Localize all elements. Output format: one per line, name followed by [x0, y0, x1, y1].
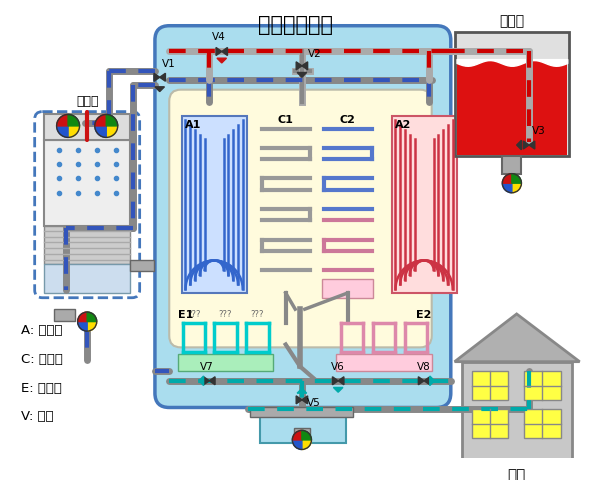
Polygon shape: [209, 377, 215, 385]
Polygon shape: [296, 63, 302, 71]
Polygon shape: [203, 377, 209, 385]
Text: C1: C1: [278, 115, 293, 125]
Polygon shape: [68, 127, 80, 138]
Text: ???: ???: [187, 309, 200, 318]
Bar: [44, 265, 130, 293]
Bar: [524, 409, 560, 438]
Polygon shape: [68, 115, 80, 127]
Polygon shape: [160, 74, 166, 82]
Polygon shape: [87, 322, 97, 332]
Bar: [322, 279, 373, 298]
Polygon shape: [292, 431, 302, 440]
Text: V3: V3: [532, 126, 545, 136]
Polygon shape: [418, 377, 424, 385]
Text: 房间: 房间: [508, 467, 526, 480]
Bar: [178, 354, 273, 372]
Polygon shape: [199, 376, 203, 386]
Bar: [250, 408, 353, 417]
Polygon shape: [155, 88, 164, 92]
Text: V7: V7: [200, 361, 214, 372]
Text: E: 蒸发器: E: 蒸发器: [22, 381, 62, 394]
Text: V1: V1: [161, 59, 175, 69]
Text: 吸附式冷水机: 吸附式冷水机: [258, 15, 333, 35]
Text: A2: A2: [394, 120, 411, 130]
Bar: [502, 157, 521, 174]
Polygon shape: [292, 440, 302, 450]
Polygon shape: [217, 59, 227, 64]
Text: V5: V5: [307, 397, 320, 407]
Bar: [44, 114, 130, 141]
Polygon shape: [529, 142, 535, 150]
Polygon shape: [430, 376, 434, 386]
Polygon shape: [512, 184, 521, 193]
Text: V4: V4: [212, 32, 226, 42]
Text: V6: V6: [331, 361, 345, 372]
Polygon shape: [106, 115, 118, 127]
Text: V: 阀门: V: 阀门: [22, 409, 54, 422]
Bar: [130, 260, 154, 272]
Polygon shape: [297, 389, 307, 393]
Bar: [392, 117, 457, 293]
Polygon shape: [56, 127, 68, 138]
Polygon shape: [216, 48, 222, 56]
Polygon shape: [302, 396, 308, 404]
FancyBboxPatch shape: [169, 91, 432, 348]
Bar: [44, 227, 130, 265]
Bar: [457, 62, 567, 155]
Text: 冷却塔: 冷却塔: [76, 95, 98, 108]
Text: 热水箱: 热水箱: [499, 14, 524, 29]
Polygon shape: [297, 73, 307, 78]
FancyBboxPatch shape: [155, 27, 451, 408]
Bar: [260, 414, 346, 443]
Polygon shape: [154, 74, 160, 82]
Polygon shape: [95, 127, 106, 138]
Polygon shape: [302, 63, 308, 71]
Text: E1: E1: [178, 309, 193, 319]
Polygon shape: [523, 142, 529, 150]
Text: C: 冷凝器: C: 冷凝器: [22, 352, 63, 365]
Polygon shape: [502, 174, 512, 184]
Polygon shape: [332, 377, 338, 385]
Polygon shape: [424, 377, 430, 385]
Text: A1: A1: [185, 120, 201, 130]
Polygon shape: [56, 115, 68, 127]
Polygon shape: [95, 115, 106, 127]
Text: V8: V8: [417, 361, 431, 372]
Polygon shape: [517, 141, 521, 151]
Text: ???: ???: [219, 309, 232, 318]
Bar: [294, 429, 310, 443]
Polygon shape: [296, 396, 302, 404]
Polygon shape: [222, 48, 227, 56]
Bar: [54, 310, 75, 321]
Polygon shape: [502, 184, 512, 193]
Text: A: 吸附床: A: 吸附床: [22, 324, 63, 337]
Polygon shape: [338, 377, 344, 385]
Bar: [462, 362, 572, 462]
Polygon shape: [512, 174, 521, 184]
Polygon shape: [302, 431, 311, 440]
Polygon shape: [77, 322, 87, 332]
Polygon shape: [77, 312, 87, 322]
Bar: [455, 33, 569, 157]
Polygon shape: [106, 127, 118, 138]
Bar: [472, 372, 508, 400]
Text: V2: V2: [308, 49, 322, 59]
Bar: [524, 372, 560, 400]
Text: C2: C2: [340, 115, 356, 125]
Polygon shape: [334, 388, 343, 392]
Polygon shape: [87, 312, 97, 322]
Polygon shape: [302, 440, 311, 450]
Text: E2: E2: [416, 309, 432, 319]
Polygon shape: [455, 314, 580, 362]
Bar: [182, 117, 247, 293]
Bar: [44, 141, 130, 227]
Bar: [472, 409, 508, 438]
Bar: [336, 354, 432, 372]
Text: ???: ???: [251, 309, 264, 318]
